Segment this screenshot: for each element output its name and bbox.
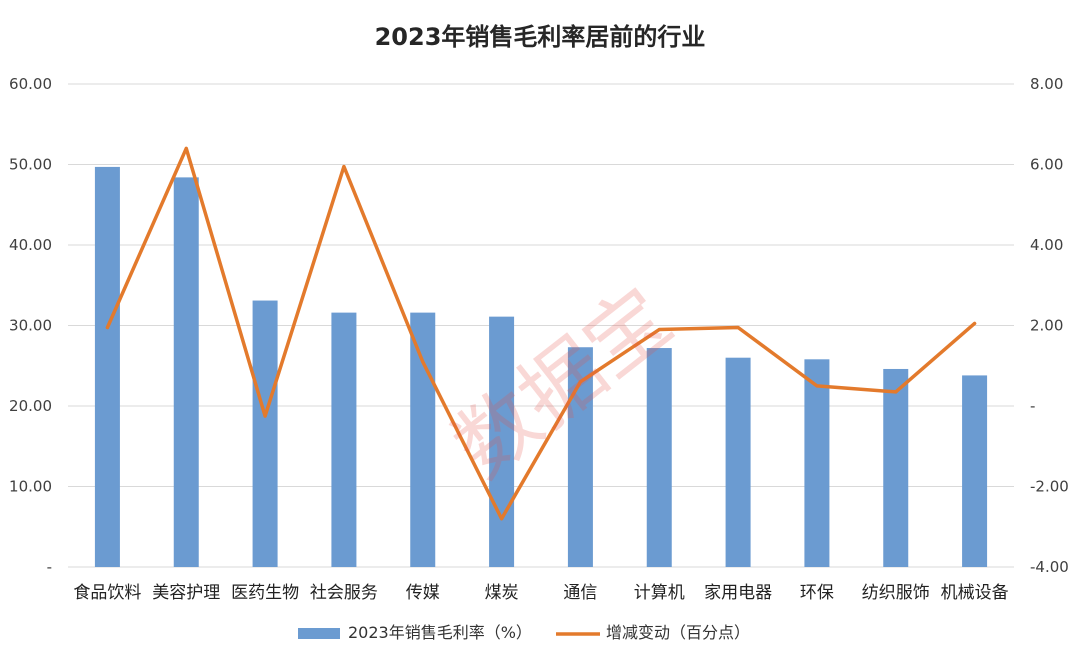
y-right-tick-label: 8.00: [1030, 75, 1063, 93]
bar: [331, 312, 357, 567]
y-right-tick-label: -: [1030, 397, 1035, 415]
gridlines: [68, 83, 1014, 568]
y-left-tick-label: 20.00: [9, 397, 52, 415]
x-tick-label: 计算机: [634, 583, 685, 603]
y-right-tick-label: -4.00: [1030, 558, 1069, 576]
y-right-tick-label: 4.00: [1030, 236, 1063, 254]
y-left-tick-label: 30.00: [9, 317, 52, 335]
y-left-tick-label: 50.00: [9, 156, 52, 174]
x-tick-label: 环保: [800, 583, 834, 603]
bar: [173, 177, 199, 567]
x-tick-label: 煤炭: [485, 583, 519, 603]
line-point: [263, 414, 267, 418]
x-tick-label: 机械设备: [941, 583, 1009, 603]
x-tick-label: 纺织服饰: [862, 583, 930, 603]
line-point: [815, 384, 819, 388]
bar: [410, 312, 436, 567]
axes: -10.0020.0030.0040.0050.0060.00-4.00-2.0…: [9, 75, 1069, 603]
x-tick-label: 通信: [563, 583, 597, 603]
legend: 2023年销售毛利率（%） 增减变动（百分点）: [298, 623, 750, 642]
line-point: [184, 146, 188, 150]
x-tick-label: 传媒: [406, 583, 440, 603]
line-point: [500, 517, 504, 521]
bar: [489, 316, 515, 567]
bar: [252, 300, 278, 567]
x-tick-label: 医药生物: [231, 583, 299, 603]
bar: [804, 359, 830, 567]
x-tick-label: 食品饮料: [73, 583, 141, 603]
line-series: [105, 146, 977, 521]
y-right-tick-label: 6.00: [1030, 156, 1063, 174]
y-left-tick-label: -: [47, 558, 52, 576]
bar: [94, 166, 120, 568]
y-left-tick-label: 40.00: [9, 236, 52, 254]
line-point: [973, 321, 977, 325]
chart-title: 2023年销售毛利率居前的行业: [375, 23, 706, 51]
x-tick-label: 美容护理: [152, 583, 220, 603]
legend-swatch-bar: [298, 628, 340, 639]
line-point: [657, 328, 661, 332]
bar-series: [94, 166, 988, 568]
bar: [962, 375, 988, 567]
y-left-tick-label: 10.00: [9, 478, 52, 496]
line-point: [894, 390, 898, 394]
line-point: [342, 165, 346, 169]
legend-label-line: 增减变动（百分点）: [606, 623, 750, 642]
x-tick-label: 家用电器: [704, 583, 772, 603]
bar: [883, 368, 909, 567]
line-point: [736, 326, 740, 330]
bar: [646, 348, 672, 567]
x-tick-label: 社会服务: [310, 583, 378, 603]
bar: [725, 357, 751, 567]
line-point: [578, 380, 582, 384]
series-line: [105, 146, 977, 521]
line-point: [105, 326, 109, 330]
line-point: [421, 360, 425, 364]
y-left-tick-label: 60.00: [9, 75, 52, 93]
y-right-tick-label: 2.00: [1030, 317, 1063, 335]
y-right-tick-label: -2.00: [1030, 478, 1069, 496]
legend-label-bar: 2023年销售毛利率（%）: [348, 623, 532, 642]
